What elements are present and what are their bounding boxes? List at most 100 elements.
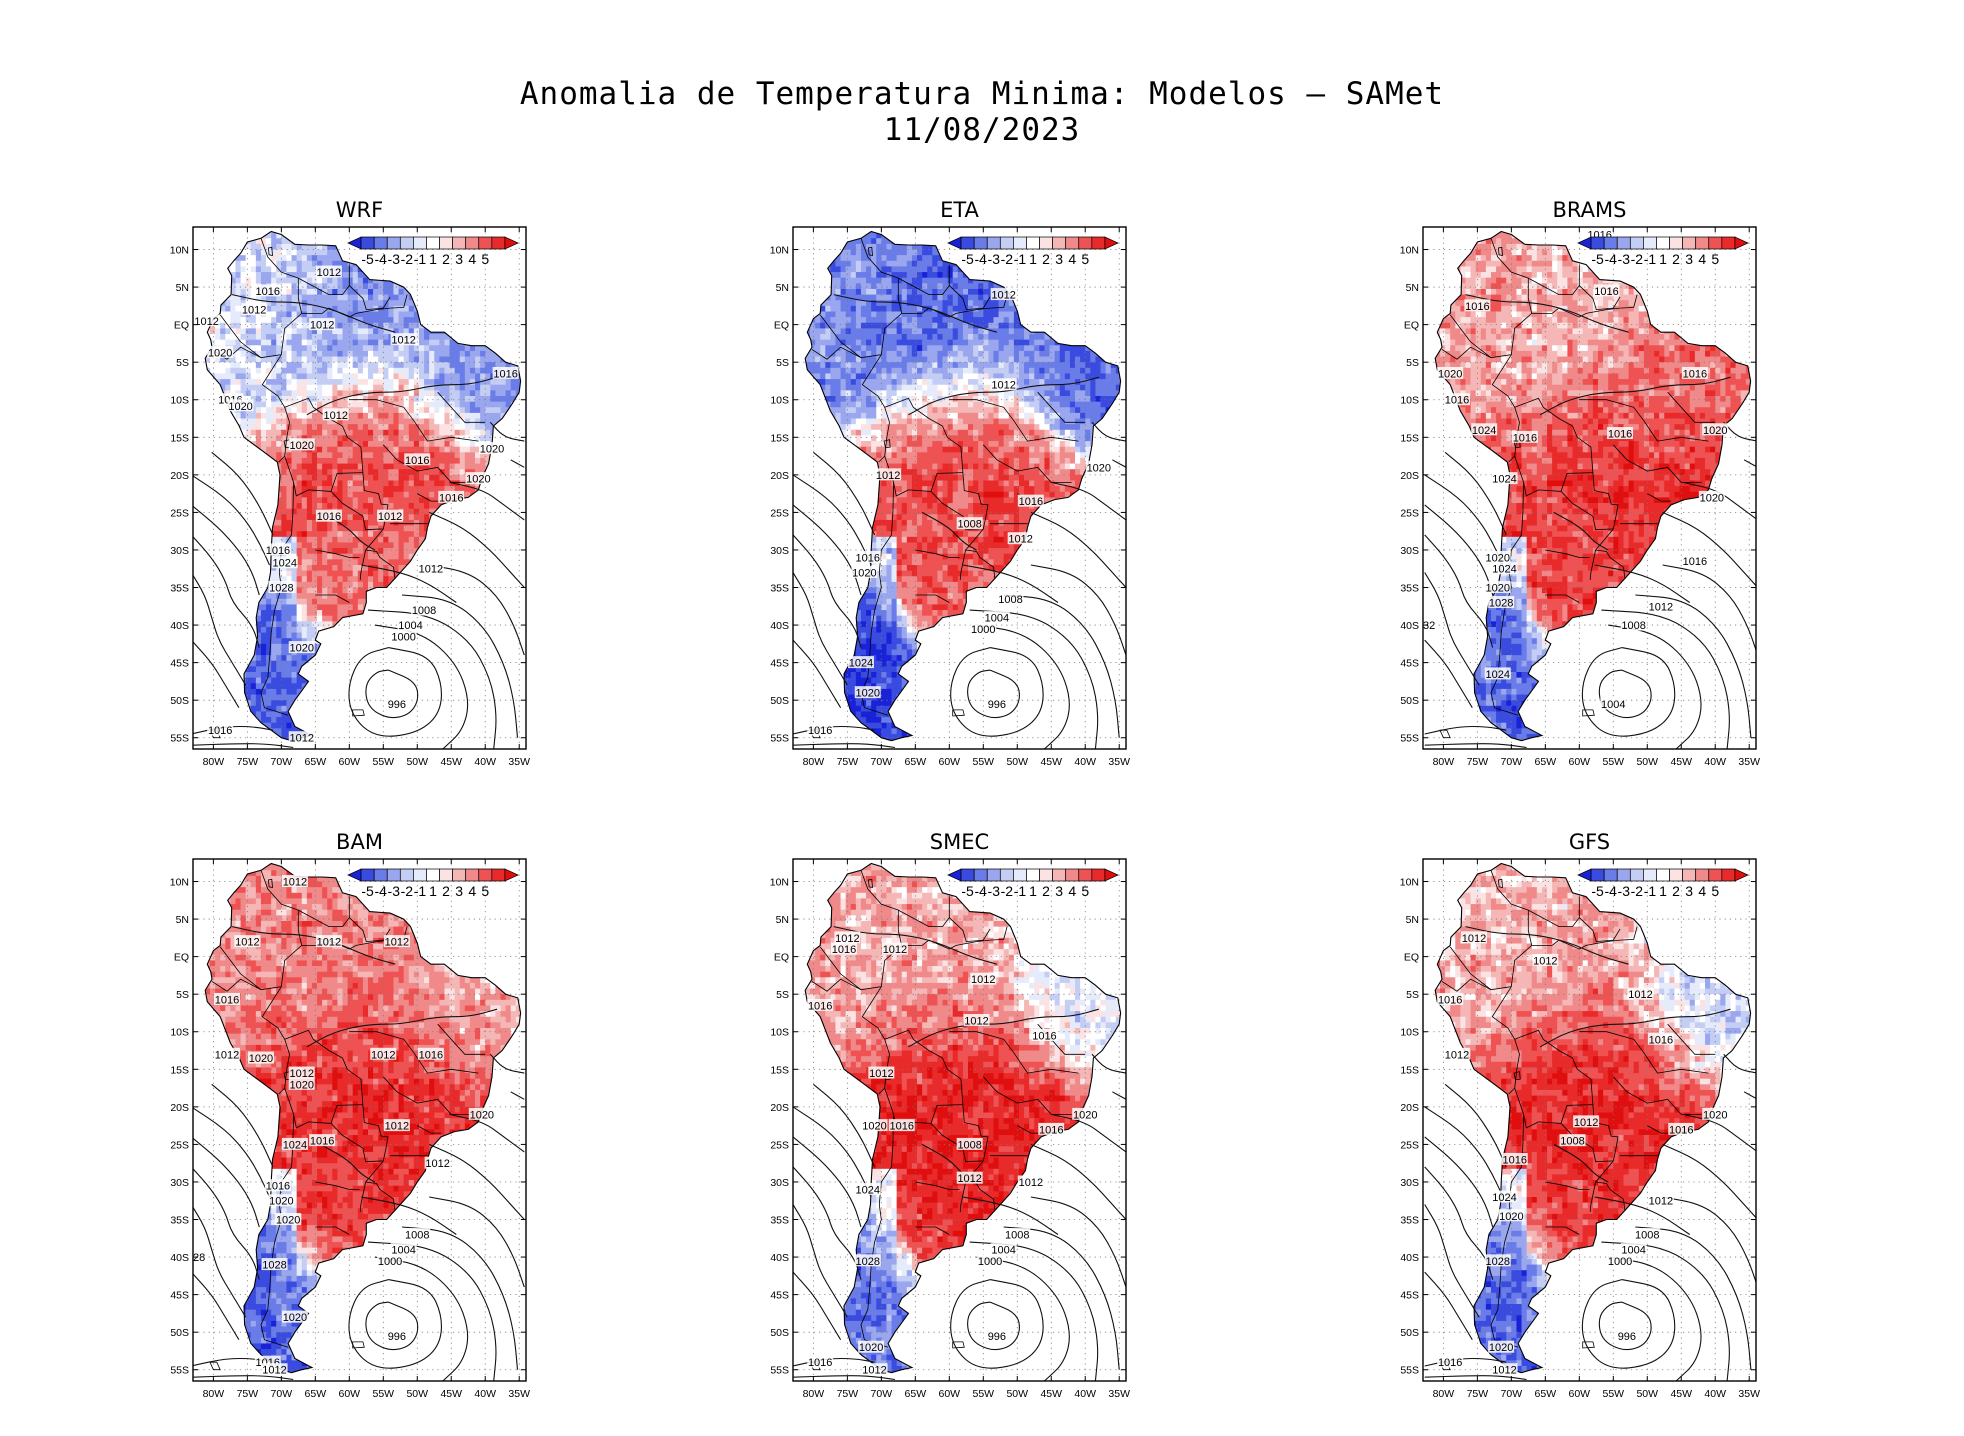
colorbar-swatch	[1577, 868, 1592, 882]
colorbar: -5 -4 -3 -2 -1 1 2 3 4 5	[947, 236, 1119, 267]
map-svg: GFS 1012 1012 1012 1016 1012 1016 1020 1012 1016 1…	[1400, 830, 1760, 1400]
colorbar-swatch	[1616, 236, 1631, 250]
lon-tick-label: 40W	[474, 756, 496, 768]
colorbar-label: -5	[361, 883, 374, 899]
colorbar-swatch	[1065, 868, 1080, 882]
isobar-label: 1024	[271, 556, 298, 570]
panel-title: SMEC	[930, 830, 989, 854]
lon-tick-label: 75W	[837, 756, 859, 768]
lat-tick-label: 5S	[776, 989, 789, 1001]
isobar-label: 1012	[193, 314, 220, 328]
lat-tick-label: EQ	[174, 952, 189, 964]
isobar-label: 1020	[247, 1051, 274, 1065]
lat-tick-label: 20S	[170, 1102, 189, 1114]
svg-text:1016: 1016	[493, 368, 517, 380]
isobars	[193, 926, 525, 1381]
isobar-label: 1016	[1437, 992, 1464, 1006]
lat-tick-label: 25S	[1400, 1139, 1419, 1151]
isobar-label: 1004	[397, 618, 424, 632]
lon-tick-label: 55W	[1602, 1388, 1624, 1400]
svg-text:1020: 1020	[289, 643, 313, 655]
colorbar-swatch	[399, 868, 414, 882]
lat-tick-label: 55S	[1400, 1365, 1419, 1377]
colorbar-swatch	[504, 868, 519, 882]
lat-tick-label: 50S	[770, 1327, 789, 1339]
map-svg: WRF1012101610121012101210161012102010161…	[170, 198, 530, 768]
isobar-label: 1020	[1484, 550, 1511, 564]
isobar-label: 1020	[465, 472, 492, 486]
lat-tick-label: 40S	[770, 620, 789, 632]
colorbar-label: -4	[374, 251, 387, 267]
lat-tick-label: 10N	[170, 245, 189, 257]
isobar-label: 1024	[847, 656, 874, 670]
colorbar-label: -3	[988, 251, 1001, 267]
isobar-label: 1028	[854, 1254, 881, 1268]
lon-tick-label: 65W	[905, 1388, 927, 1400]
isobar-label: 1016	[492, 366, 519, 380]
lat-tick-label: 5N	[776, 914, 789, 926]
colorbar-swatch	[986, 236, 1001, 250]
isobar-label: 1020	[468, 1107, 495, 1121]
lon-tick-label: 80W	[203, 756, 225, 768]
colorbar-label: -1	[1644, 251, 1657, 267]
colorbar-label: 5	[481, 883, 489, 899]
isobar-label: 1016	[213, 992, 240, 1006]
lon-tick-label: 35W	[1738, 756, 1760, 768]
colorbar-label: 4	[468, 251, 476, 267]
lat-tick-label: 40S	[170, 1252, 189, 1264]
lat-tick-label: 35S	[170, 583, 189, 595]
lon-tick-label: 50W	[406, 756, 428, 768]
isobar-label: 1004	[1620, 1243, 1647, 1257]
isobar-label: 1020	[281, 1310, 308, 1324]
isobar-label: 1020	[288, 641, 315, 655]
panel-wrf: WRF1012101610121012101210161012102010161…	[155, 190, 715, 768]
colorbar-swatch	[386, 236, 401, 250]
colorbar-label: 1	[1659, 883, 1667, 899]
colorbar-label: 2	[1672, 883, 1680, 899]
isobar-label: 1012	[322, 408, 349, 422]
isobar-label: 1016	[1031, 1029, 1058, 1043]
lat-tick-label: 35S	[170, 1215, 189, 1227]
lon-tick-label: 40W	[1704, 1388, 1726, 1400]
colorbar-label: 1	[1659, 251, 1667, 267]
lon-tick-label: 55W	[1602, 756, 1624, 768]
isobar-label: 1012	[281, 875, 308, 889]
lon-tick-label: 55W	[972, 1388, 994, 1400]
lon-tick-label: 80W	[803, 1388, 825, 1400]
isobar-label: 1012	[288, 1066, 315, 1080]
lon-tick-label: 50W	[1006, 1388, 1028, 1400]
lon-tick-label: 45W	[1040, 1388, 1062, 1400]
isobar-label: 1016	[1464, 299, 1491, 313]
lat-tick-label: 20S	[170, 470, 189, 482]
colorbar-swatch	[1091, 236, 1106, 250]
lat-tick-label: 30S	[170, 1177, 189, 1189]
lon-tick-label: 50W	[406, 1388, 428, 1400]
isobar-label: 1016	[1501, 1152, 1528, 1166]
figure-date: 11/08/2023	[883, 112, 1081, 148]
svg-text:996: 996	[388, 699, 406, 711]
svg-text:1020: 1020	[480, 444, 504, 456]
colorbar-swatch	[373, 236, 388, 250]
colorbar-label: 1	[1029, 883, 1037, 899]
panel-smec: SMEC 1012 1016 1012 1012 1016 1012 1016 1012 1020…	[755, 822, 1315, 1400]
isobar-label: 1008	[956, 1137, 983, 1151]
lon-tick-label: 40W	[1704, 756, 1726, 768]
colorbar-swatch	[1695, 236, 1710, 250]
lat-tick-label: 45S	[770, 658, 789, 670]
colorbar-label: -1	[1014, 251, 1027, 267]
colorbar-swatch	[1026, 236, 1040, 250]
colorbar-swatch	[973, 236, 988, 250]
colorbar-label: -5	[961, 883, 974, 899]
isobar-label: 1028	[1484, 1254, 1511, 1268]
lat-tick-label: 45S	[170, 658, 189, 670]
colorbar-swatch	[439, 868, 453, 882]
isobar-label: 1016	[254, 284, 281, 298]
isobar-label: 1016	[807, 998, 834, 1012]
colorbar-label: -1	[414, 251, 427, 267]
colorbar-label: -4	[1604, 251, 1617, 267]
colorbar-swatch	[973, 868, 988, 882]
isobar-label: 1012	[1647, 1194, 1674, 1208]
isobar-label: 1032	[1423, 618, 1436, 632]
colorbar-swatch	[478, 236, 493, 250]
colorbar-label: 4	[1698, 251, 1706, 267]
